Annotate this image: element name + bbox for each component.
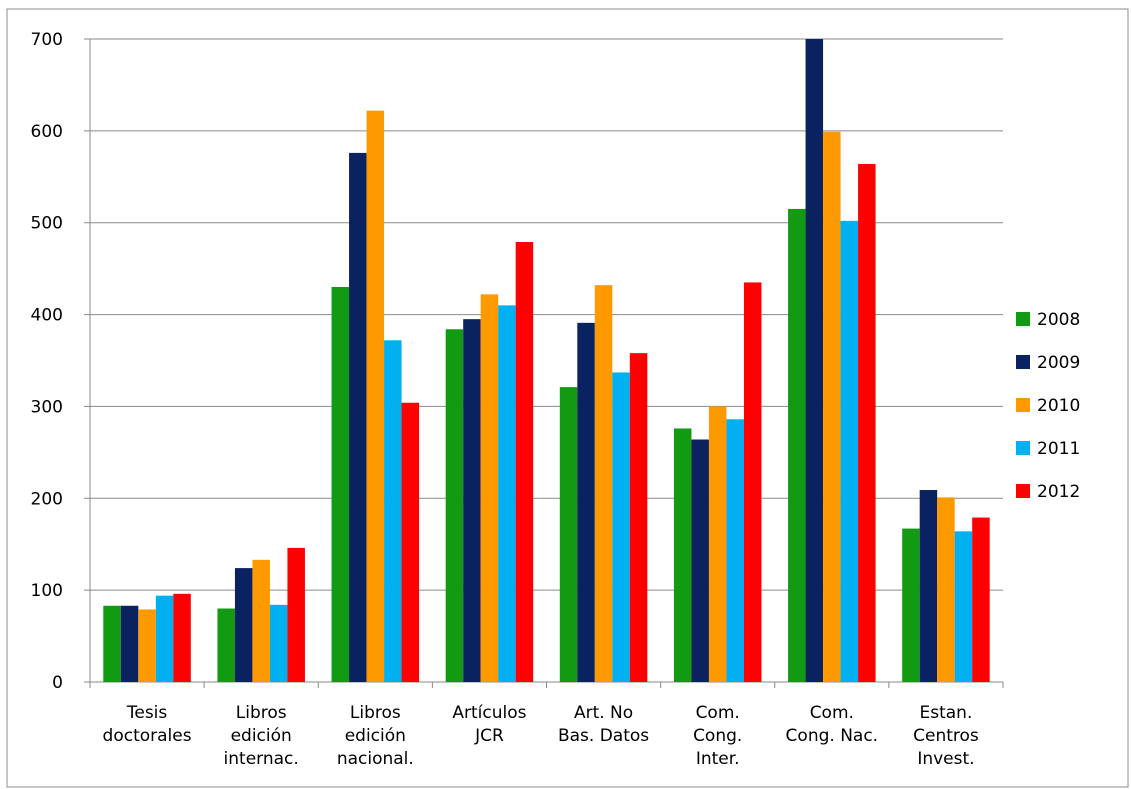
x-category-label: Com. [810, 703, 854, 723]
legend-label: 2011 [1037, 439, 1080, 459]
x-category-label: Invest. [917, 749, 974, 769]
bar-2011 [954, 531, 973, 682]
legend-label: 2010 [1037, 396, 1080, 416]
legend-label: 2009 [1037, 353, 1080, 373]
bar-2010 [937, 497, 955, 682]
bar-2008 [673, 428, 692, 682]
legend: 2008 2009 2010 2011 2012 [1016, 310, 1080, 502]
bar-2009 [463, 319, 481, 682]
bar-2008 [445, 329, 464, 682]
bar-2010 [138, 609, 156, 682]
x-category-label: Libros [350, 703, 401, 723]
bar-2009 [919, 490, 938, 682]
y-tick-label: 400 [31, 306, 63, 326]
legend-label: 2008 [1037, 310, 1080, 330]
x-category-label: Tesis [126, 703, 168, 723]
bar-2012 [972, 517, 990, 682]
legend-swatch-2012 [1016, 484, 1030, 498]
bar-2009 [234, 568, 253, 682]
bar-2010 [480, 294, 499, 682]
x-category-label: nacional. [337, 749, 414, 769]
bar-2009 [691, 439, 709, 682]
bar-2012 [629, 353, 648, 682]
y-tick-label: 500 [31, 214, 63, 234]
bar-2009 [120, 605, 139, 682]
axis-labels: 0 100 200 300 400 500 600 700 Tesis doctorales Lib… [31, 30, 979, 769]
bar-2010 [366, 110, 385, 683]
bar-2010 [708, 406, 727, 682]
bar-2012 [743, 282, 762, 682]
y-tick-label: 700 [31, 30, 63, 50]
x-category-label: internac. [224, 749, 299, 769]
bar-2012 [287, 547, 305, 682]
x-category-label: JCR [474, 726, 504, 746]
x-category-label: doctorales [103, 726, 192, 746]
bar-2009 [577, 322, 595, 682]
bar-2008 [217, 608, 235, 682]
bar-2011 [155, 595, 174, 682]
legend-label: 2012 [1037, 482, 1080, 502]
legend-swatch-2010 [1016, 398, 1030, 412]
legend-swatch-2009 [1016, 355, 1030, 369]
bar-2008 [902, 528, 920, 682]
x-category-label: Centros [913, 726, 979, 746]
x-category-label: Artículos [452, 703, 526, 723]
x-category-label: Cong. [693, 726, 742, 746]
y-tick-label: 200 [31, 489, 63, 509]
y-tick-label: 300 [31, 397, 63, 417]
x-category-label: Cong. Nac. [786, 726, 879, 746]
bar-2011 [726, 419, 744, 682]
bars [103, 39, 990, 683]
x-category-label: Bas. Datos [558, 726, 649, 746]
bar-2011 [840, 220, 859, 682]
y-tick-label: 600 [31, 122, 63, 142]
bar-2012 [173, 593, 191, 682]
bar-2008 [559, 387, 578, 682]
bar-2011 [498, 305, 516, 682]
bar-2008 [103, 605, 121, 682]
x-category-label: Art. No [574, 703, 633, 723]
y-tick-label: 0 [52, 673, 63, 693]
bar-2012 [401, 402, 420, 682]
y-tick-label: 100 [31, 581, 63, 601]
x-category-label: Estan. [920, 703, 973, 723]
x-category-label: Com. [696, 703, 740, 723]
legend-swatch-2008 [1016, 312, 1030, 326]
bar-2011 [612, 372, 630, 682]
bar-2011 [384, 340, 402, 682]
x-category-label: edición [231, 726, 292, 746]
bar-2009 [805, 39, 824, 682]
bar-2010 [594, 285, 613, 682]
x-category-label: edición [345, 726, 406, 746]
x-category-label: Libros [236, 703, 287, 723]
bar-2010 [252, 559, 270, 682]
bar-2008 [331, 287, 350, 682]
bar-2012 [858, 163, 876, 682]
bar-2012 [515, 242, 534, 683]
bar-2010 [823, 131, 841, 683]
legend-swatch-2011 [1016, 441, 1030, 455]
bar-2011 [269, 604, 288, 682]
x-category-label: Inter. [696, 749, 740, 769]
bar-2008 [788, 208, 806, 682]
bar-2009 [349, 152, 367, 683]
